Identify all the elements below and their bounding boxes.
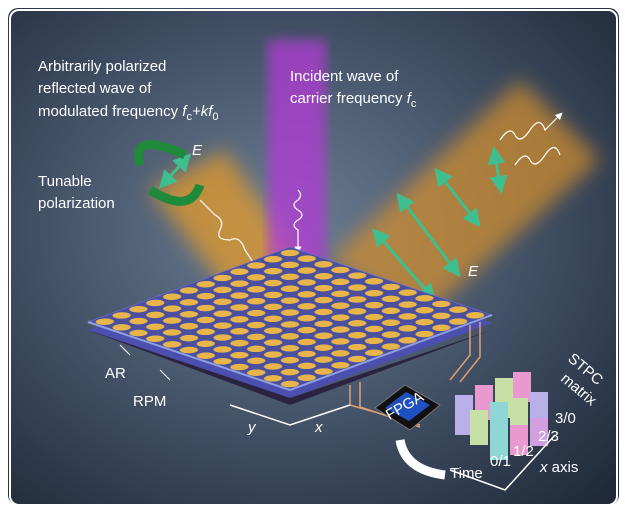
text-part: c — [411, 98, 417, 110]
text-part: f — [208, 103, 214, 120]
e-label: E — [192, 142, 203, 159]
e-label: E — [468, 263, 479, 280]
time-label: Time — [450, 465, 483, 482]
text-part: c — [186, 111, 192, 123]
wave — [514, 146, 561, 166]
stpc-blocks — [455, 372, 548, 460]
feedback-arrow — [395, 438, 446, 480]
text-part: axis — [552, 459, 579, 476]
tunable-label: Tunable — [38, 173, 92, 190]
pointer — [159, 369, 171, 381]
rotation-arrow — [147, 183, 205, 206]
incident-label: carrier frequency fc — [290, 90, 417, 110]
axis-label: y — [247, 419, 257, 436]
matrix-axes — [449, 434, 556, 491]
rotation-arrow — [134, 140, 187, 167]
wave — [499, 112, 563, 141]
wave — [199, 199, 266, 281]
matrix-entry: 0/1 — [490, 453, 511, 470]
frame — [9, 9, 618, 505]
incident-label: Incident wave of — [290, 68, 399, 85]
layer-label: RPM — [133, 393, 166, 410]
text-part: modulated frequency — [38, 103, 179, 120]
layer-label: AR — [105, 365, 126, 382]
text-part: f — [182, 103, 188, 120]
text-part: carrier frequency — [290, 90, 403, 107]
axis-label: x — [314, 419, 323, 436]
text-part: 0 — [212, 111, 218, 123]
wave — [293, 189, 303, 254]
axis-arrows — [229, 404, 351, 426]
text-part: x — [539, 459, 548, 476]
pointer — [119, 344, 131, 356]
text-part: +k — [192, 103, 210, 120]
x-axis-label: x axis — [539, 459, 578, 476]
matrix-entry: 2/3 — [538, 428, 559, 445]
matrix-entry: 3/0 — [555, 410, 576, 427]
matrix-entry: 1/2 — [513, 443, 534, 460]
reflected-label: Arbitrarily polarized — [38, 58, 166, 75]
edge — [87, 321, 291, 391]
text-part: f — [407, 90, 413, 107]
fpga-die — [385, 392, 430, 421]
reflected-label: reflected wave of — [38, 80, 152, 97]
edge — [289, 314, 493, 391]
tunable-label: polarization — [38, 195, 115, 212]
reflected-label: modulated frequency fc+kf0 — [38, 103, 219, 123]
